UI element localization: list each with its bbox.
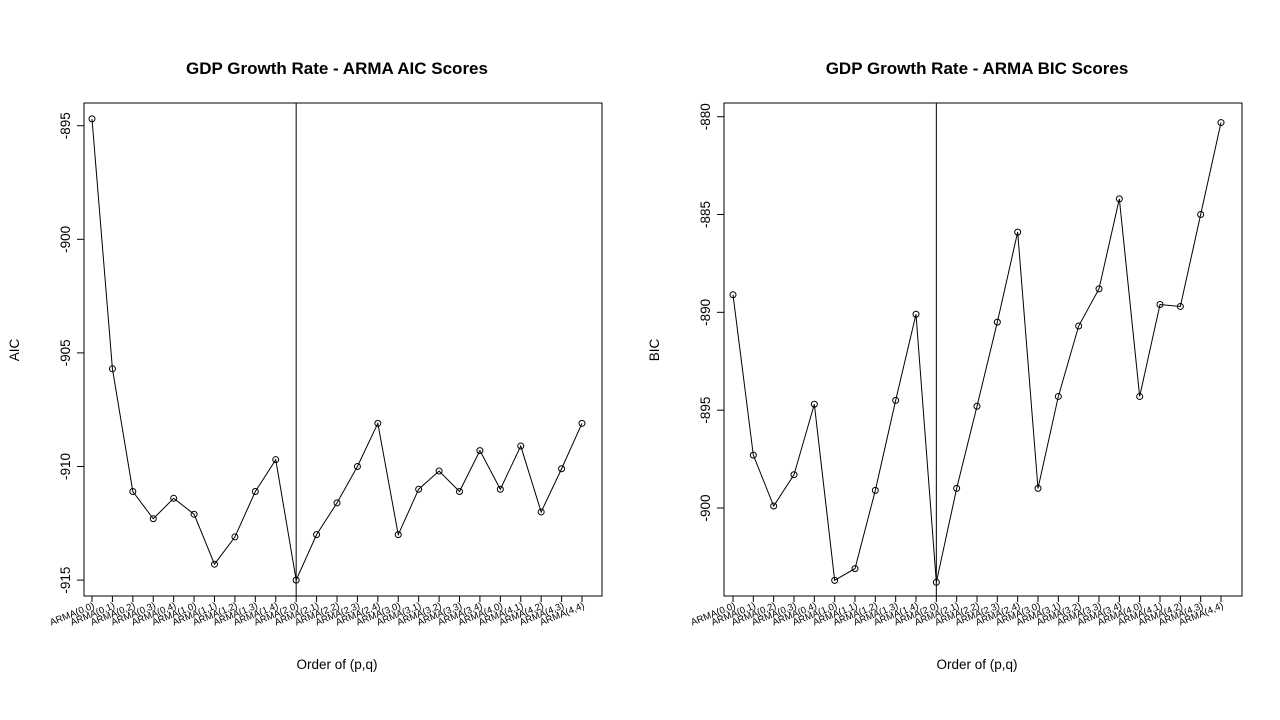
bic-data-point [912,310,920,318]
aic-data-point [394,531,402,539]
aic-data-point [190,510,198,518]
aic-data-point [108,365,116,373]
bic-data-point [993,318,1001,326]
aic-data-point [211,560,218,568]
aic-plot-frame [83,102,603,597]
aic-chart-title: GDP Growth Rate - ARMA AIC Scores [186,59,488,78]
aic-data-point [476,447,484,455]
aic-data-point [353,463,361,471]
aic-series [88,103,586,596]
aic-data-point [374,419,382,427]
aic-y-tick-label: -895 [58,112,73,139]
aic-x-ticks: ARMA(0,0)ARMA(0,1)ARMA(0,2)ARMA(0,3)ARMA… [48,596,586,628]
aic-y-ticks: -895 -900 -905 -910 -915 [58,112,84,594]
bic-data-point [1156,301,1164,309]
bic-data-point [1034,484,1042,492]
bic-data-point [1095,285,1103,293]
aic-data-point [333,499,341,507]
bic-data-point [770,502,778,510]
bic-data-point [973,402,981,410]
bic-x-axis-label: Order of (p,q) [936,657,1017,672]
bic-y-tick-label: -880 [698,103,713,130]
bic-x-ticks: ARMA(0,0)ARMA(0,1)ARMA(0,2)ARMA(0,3)ARMA… [689,596,1225,628]
bic-y-tick-label: -885 [698,201,713,228]
aic-data-point [88,115,96,123]
aic-x-axis-label: Order of (p,q) [296,657,377,672]
aic-data-point [313,531,321,539]
bic-series-line [732,122,1222,583]
bic-data-point [851,565,859,573]
aic-data-point [170,494,178,502]
bic-plot-frame [723,102,1243,597]
bic-y-tick-label: -890 [698,299,713,326]
aic-data-point [558,465,566,473]
bic-data-point [953,484,961,492]
aic-chart-panel: GDP Growth Rate - ARMA AIC Scores Order … [7,59,603,672]
aic-data-point [578,419,586,427]
aic-y-tick-label: -900 [58,226,73,253]
aic-data-point [517,442,525,450]
bic-y-tick-label: -895 [698,397,713,424]
bic-data-point [810,400,818,408]
aic-data-point [496,485,504,493]
bic-y-tick-label: -900 [698,494,713,521]
aic-y-tick-label: -915 [58,567,73,594]
bic-data-point [1014,228,1022,236]
aic-data-point [251,487,259,495]
aic-data-point [537,508,545,516]
bic-data-point [790,471,798,479]
aic-y-tick-label: -905 [58,339,73,366]
bic-data-point [1115,195,1123,203]
aic-data-point [129,487,137,495]
bic-data-point [749,451,757,459]
bic-data-point [1054,392,1062,400]
bic-data-point [932,578,940,586]
bic-data-point [831,576,839,584]
aic-data-point [231,533,239,541]
bic-chart-title: GDP Growth Rate - ARMA BIC Scores [826,59,1129,78]
bic-data-point [1136,392,1144,400]
aic-data-point [292,576,300,584]
aic-y-axis-label: AIC [7,339,22,362]
bic-data-point [1176,302,1184,310]
bic-data-point [1217,119,1225,127]
bic-y-ticks: -880 -885 -890 -895 -900 [698,103,724,521]
bic-data-point [892,396,900,404]
bic-y-axis-label: BIC [647,339,662,362]
bic-data-point [1197,211,1205,219]
aic-data-point [149,515,157,523]
bic-data-point [871,486,879,494]
aic-data-point [435,467,443,475]
aic-data-point [456,487,463,495]
bic-data-point [729,291,737,299]
aic-data-point [272,456,280,464]
aic-series-line [91,118,583,582]
bic-chart-panel: GDP Growth Rate - ARMA BIC Scores Order … [647,59,1243,672]
bic-data-point [1075,322,1083,330]
aic-y-tick-label: -910 [58,453,73,480]
aic-data-point [415,485,423,493]
bic-series [729,103,1225,596]
